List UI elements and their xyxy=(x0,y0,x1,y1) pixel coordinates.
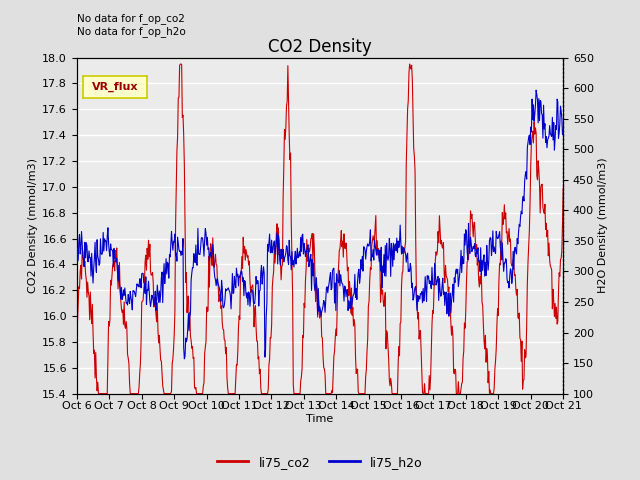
X-axis label: Time: Time xyxy=(307,414,333,424)
Text: VR_flux: VR_flux xyxy=(92,82,138,92)
Title: CO2 Density: CO2 Density xyxy=(268,38,372,56)
Legend: li75_co2, li75_h2o: li75_co2, li75_h2o xyxy=(212,451,428,474)
Text: No data for f_op_co2
No data for f_op_h2o: No data for f_op_co2 No data for f_op_h2… xyxy=(77,13,186,37)
Y-axis label: CO2 Density (mmol/m3): CO2 Density (mmol/m3) xyxy=(28,158,38,293)
Y-axis label: H2O Density (mmol/m3): H2O Density (mmol/m3) xyxy=(598,158,608,293)
